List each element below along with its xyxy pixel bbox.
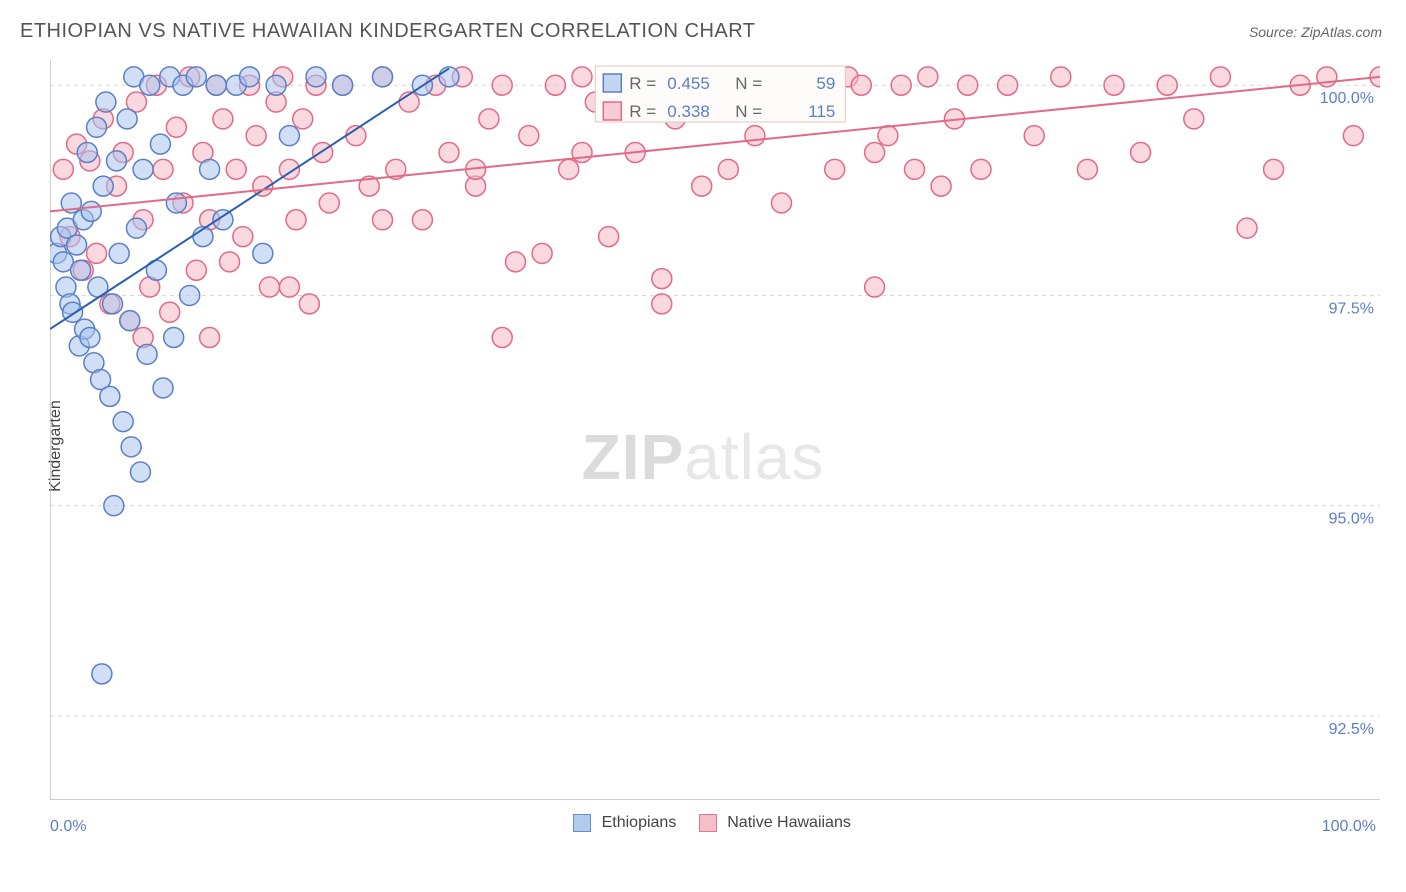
svg-text:100.0%: 100.0% [1320, 90, 1374, 107]
svg-text:R =: R = [629, 74, 656, 93]
source-attribution: Source: ZipAtlas.com [1249, 24, 1382, 40]
svg-text:0.455: 0.455 [667, 74, 710, 93]
svg-text:N =: N = [735, 74, 762, 93]
svg-text:97.5%: 97.5% [1329, 300, 1374, 317]
svg-text:0.338: 0.338 [667, 102, 710, 121]
chart-title: ETHIOPIAN VS NATIVE HAWAIIAN KINDERGARTE… [20, 20, 756, 43]
svg-text:N =: N = [735, 102, 762, 121]
legend-swatch-hawaiians [699, 814, 717, 832]
scatter-plot: 100.0% 97.5% 95.0% 92.5% R = 0.455 N = 59 R = 0.3… [50, 60, 1380, 800]
legend-swatch-ethiopians [573, 814, 591, 832]
legend-label-ethiopians: Ethiopians [602, 814, 677, 831]
legend-label-hawaiians: Native Hawaiians [727, 814, 851, 831]
bottom-legend: Ethiopians Native Hawaiians [0, 814, 1406, 832]
svg-text:95.0%: 95.0% [1329, 511, 1374, 528]
svg-text:115: 115 [808, 102, 835, 121]
svg-text:59: 59 [816, 74, 835, 93]
svg-text:92.5%: 92.5% [1329, 721, 1374, 738]
svg-text:R =: R = [629, 102, 656, 121]
